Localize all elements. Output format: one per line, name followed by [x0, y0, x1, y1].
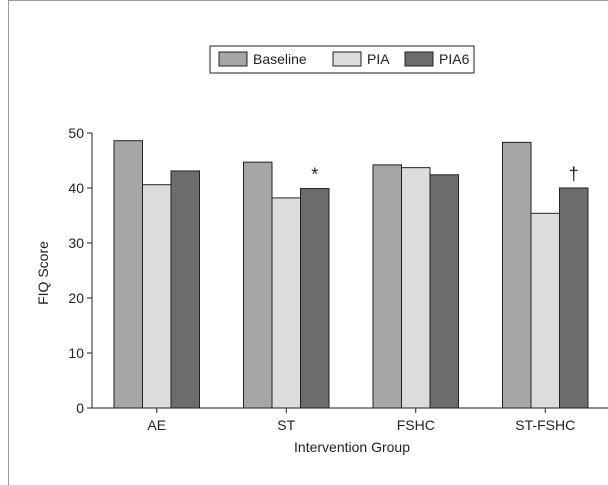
legend-swatch-pia6 — [404, 51, 434, 67]
significance-marker: * — [311, 165, 318, 185]
legend-swatch-pia — [332, 51, 362, 67]
plot-area: 0 10 20 30 40 50 AE ST FSHC ST-FSHC * † — [68, 125, 608, 433]
legend: Baseline PIA PIA6 — [209, 45, 475, 74]
bar-pia-ae — [142, 184, 172, 409]
bar-baseline-st — [243, 161, 273, 409]
bar-pia-fshc — [401, 167, 431, 409]
y-tick-label: 0 — [76, 400, 84, 416]
x-tick-label-st-fshc: ST-FSHC — [515, 417, 575, 433]
y-tick-label: 50 — [68, 125, 84, 141]
bar-pia6-st-fshc — [559, 187, 589, 409]
legend-label-pia6: PIA6 — [439, 51, 470, 67]
bar-pia-st-fshc — [530, 212, 560, 409]
y-axis-title: FIQ Score — [35, 241, 51, 305]
bar-pia6-ae — [170, 170, 200, 409]
bar-pia6-fshc — [429, 174, 459, 409]
bar-pia6-st — [300, 188, 330, 409]
x-axis-title: Intervention Group — [294, 439, 410, 455]
bar-baseline-ae — [113, 140, 143, 409]
x-tick-label-ae: AE — [147, 417, 166, 433]
legend-label-baseline: Baseline — [253, 51, 307, 67]
y-tick-label: 40 — [68, 180, 84, 196]
x-tick-label-st: ST — [277, 417, 295, 433]
bar-pia-st — [271, 197, 301, 409]
y-tick-label: 30 — [68, 235, 84, 251]
bar-baseline-st-fshc — [502, 141, 532, 409]
significance-marker: † — [569, 164, 579, 184]
y-tick-label: 20 — [68, 290, 84, 306]
legend-swatch-baseline — [218, 51, 248, 67]
legend-label-pia: PIA — [367, 51, 390, 67]
y-tick-label: 10 — [68, 345, 84, 361]
bar-baseline-fshc — [372, 164, 402, 409]
x-tick-label-fshc: FSHC — [397, 417, 435, 433]
